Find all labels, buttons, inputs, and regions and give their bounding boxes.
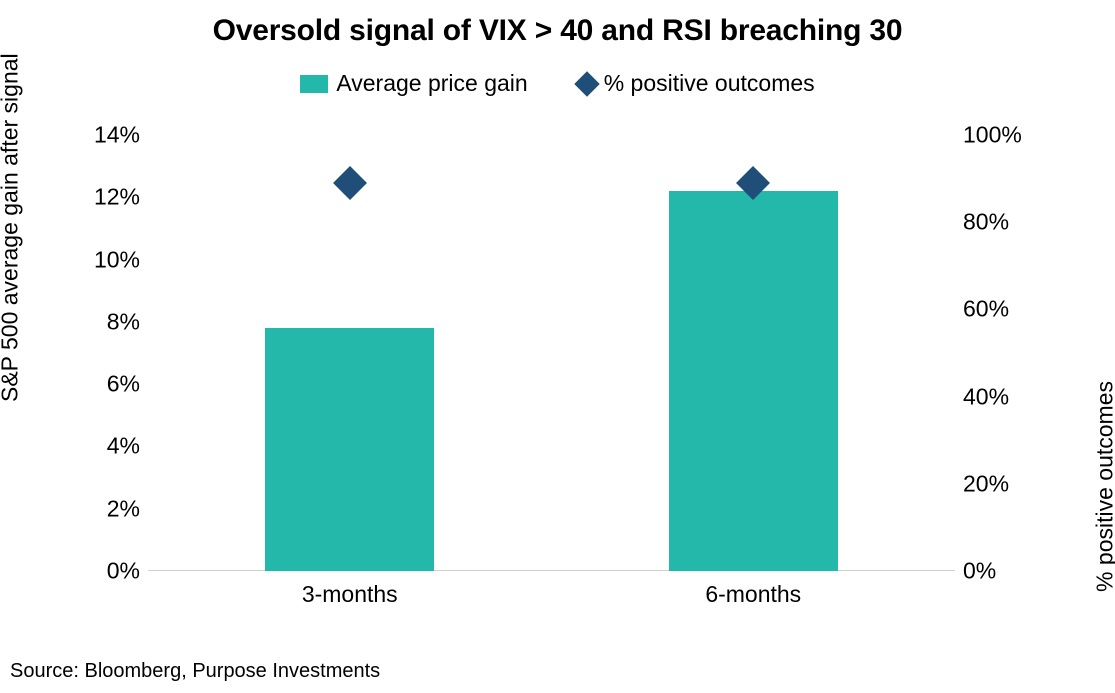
source-attribution: Source: Bloomberg, Purpose Investments [10, 660, 380, 683]
bar [265, 328, 434, 571]
legend-label: Average price gain [336, 70, 527, 97]
y-left-tick-label: 12% [80, 184, 148, 211]
chart-legend: Average price gain % positive outcomes [0, 70, 1115, 97]
chart-title: Oversold signal of VIX > 40 and RSI brea… [0, 0, 1115, 48]
y-left-tick-label: 2% [80, 495, 148, 522]
y-left-tick-label: 14% [80, 122, 148, 149]
y-left-tick-label: 0% [80, 558, 148, 585]
y-left-tick-label: 8% [80, 308, 148, 335]
bar [669, 191, 838, 571]
plot-container: 0%2%4%6%8%10%12%14% 0%20%40%60%80%100% 3… [80, 135, 1035, 623]
y-left-axis-title: S&P 500 average gain after signal [0, 53, 24, 402]
y-right-tick-label: 40% [955, 383, 1035, 410]
x-axis-label: 3-months [302, 581, 398, 608]
y-right-tick-label: 0% [955, 558, 1035, 585]
y-right-tick-label: 60% [955, 296, 1035, 323]
y-left-tick-label: 4% [80, 433, 148, 460]
x-axis-label: 6-months [705, 581, 801, 608]
y-left-tick-label: 6% [80, 371, 148, 398]
x-axis-labels: 3-months 6-months [148, 571, 955, 623]
y-left-ticks: 0%2%4%6%8%10%12%14% [80, 135, 148, 571]
y-right-ticks: 0%20%40%60%80%100% [955, 135, 1035, 571]
y-right-tick-label: 100% [955, 122, 1035, 149]
legend-diamond-icon [574, 71, 599, 96]
plot-area [148, 135, 955, 571]
legend-item-marker: % positive outcomes [578, 70, 815, 97]
y-right-axis-title: % positive outcomes [1092, 381, 1115, 592]
y-right-tick-label: 80% [955, 209, 1035, 236]
y-left-tick-label: 10% [80, 246, 148, 273]
marker-diamond [333, 166, 367, 200]
legend-swatch-icon [300, 75, 328, 93]
y-right-tick-label: 20% [955, 470, 1035, 497]
legend-item-bar: Average price gain [300, 70, 527, 97]
legend-label: % positive outcomes [604, 70, 815, 97]
